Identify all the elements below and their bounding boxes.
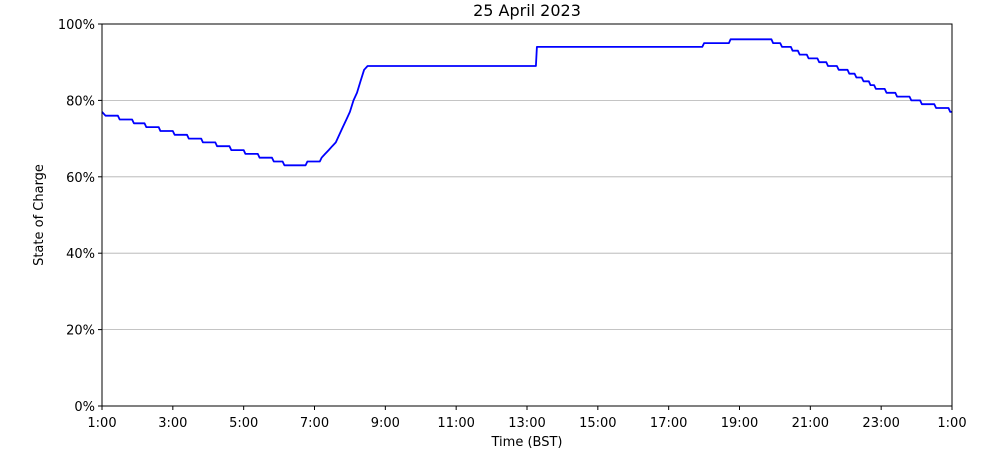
x-tick-label: 21:00: [792, 416, 829, 431]
x-tick-label: 13:00: [508, 416, 545, 431]
y-tick-label: 80%: [66, 94, 95, 109]
y-tick-label: 100%: [58, 18, 95, 33]
x-tick-label: 15:00: [579, 416, 616, 431]
x-tick-label: 9:00: [371, 416, 400, 431]
x-axis: 1:00 3:00 5:00 7:00 9:00 11:00 13:00 15:00 17:00…: [87, 406, 967, 431]
series-line-0: [101, 38, 952, 167]
x-tick-label: 17:00: [650, 416, 687, 431]
x-tick-label: 11:00: [437, 416, 474, 431]
chart-title: 25 April 2023: [473, 1, 581, 20]
y-axis: 0% 20% 40% 60% 80% 100%: [58, 18, 102, 415]
plot-area: [101, 38, 952, 167]
y-tick-label: 60%: [66, 171, 95, 186]
y-axis-title: State of Charge: [32, 164, 47, 266]
gridlines: [102, 100, 952, 331]
x-tick-label: 1:00: [87, 416, 116, 431]
x-axis-title: Time (BST): [491, 435, 563, 450]
y-tick-label: 40%: [66, 247, 95, 262]
x-tick-label: 3:00: [158, 416, 187, 431]
x-tick-label: 7:00: [300, 416, 329, 431]
x-tick-label: 1:00: [937, 416, 966, 431]
y-tick-label: 20%: [66, 324, 95, 339]
x-tick-label: 5:00: [229, 416, 258, 431]
plot-frame: [101, 23, 953, 407]
x-tick-label: 23:00: [862, 416, 899, 431]
x-tick-label: 19:00: [721, 416, 758, 431]
y-tick-label: 0%: [74, 400, 95, 415]
